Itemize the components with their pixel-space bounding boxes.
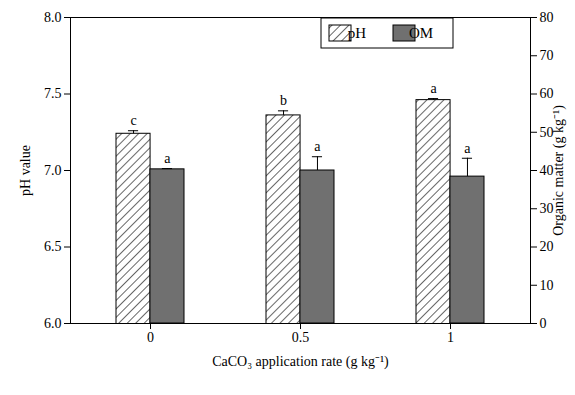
svg-text:30: 30 — [539, 201, 554, 217]
svg-text:70: 70 — [540, 48, 554, 63]
svg-text:20: 20 — [540, 239, 554, 254]
svg-text:a: a — [430, 81, 437, 96]
svg-text:50: 50 — [539, 124, 554, 140]
svg-text:OM: OM — [409, 25, 433, 41]
svg-text:6.5: 6.5 — [44, 239, 62, 254]
svg-text:CaCO₃ application rate (g kg⁻¹: CaCO₃ application rate (g kg⁻¹) — [212, 354, 389, 370]
svg-text:a: a — [164, 151, 171, 166]
svg-text:40: 40 — [539, 163, 554, 178]
svg-text:a: a — [314, 139, 321, 154]
svg-text:pH value: pH value — [18, 145, 33, 196]
svg-text:c: c — [130, 113, 136, 128]
svg-text:b: b — [280, 93, 287, 108]
svg-text:7.0: 7.0 — [44, 163, 62, 178]
svg-text:pH: pH — [348, 25, 367, 41]
svg-text:80: 80 — [540, 10, 554, 25]
svg-text:6.0: 6.0 — [44, 316, 62, 331]
svg-text:0: 0 — [540, 316, 547, 331]
svg-text:0.5: 0.5 — [292, 330, 310, 345]
svg-text:60: 60 — [540, 86, 554, 101]
svg-text:a: a — [464, 141, 471, 156]
svg-text:10: 10 — [540, 278, 554, 293]
svg-text:Organic matter (g kg⁻¹): Organic matter (g kg⁻¹) — [551, 105, 567, 236]
svg-text:1: 1 — [447, 330, 454, 345]
svg-text:0: 0 — [147, 330, 154, 345]
svg-text:7.5: 7.5 — [44, 86, 62, 101]
svg-text:8.0: 8.0 — [44, 10, 62, 25]
